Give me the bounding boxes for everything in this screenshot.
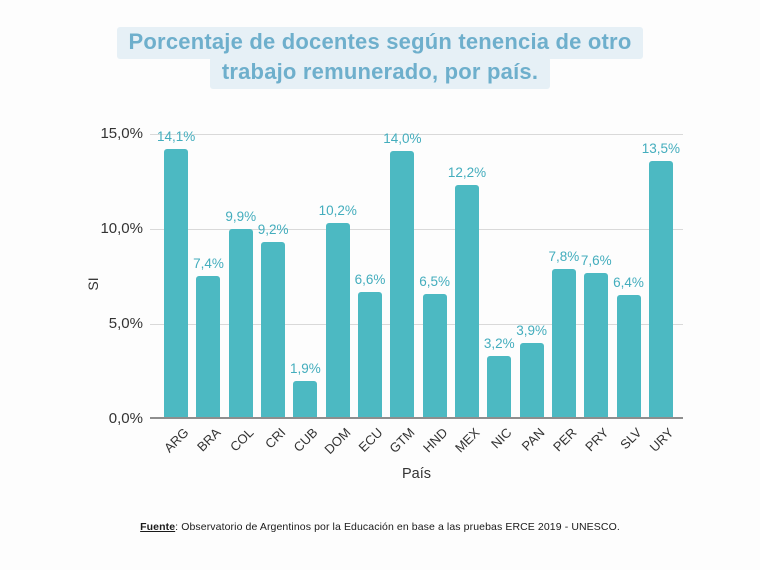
bars-container: 14,1% 7,4% 9,9% 9,2% 1,9% 10,2% 6,6% 14,0% 6,5% 1… (157, 129, 680, 417)
bar-hnd (422, 293, 447, 417)
bar-arg (164, 149, 189, 417)
chart-title-line-1-wrap: Porcentaje de docentes según tenencia de… (0, 27, 760, 59)
bar-dom (325, 223, 350, 417)
bar-slot-hnd: 6,5% (419, 134, 451, 417)
bar-slot-mex: 12,2% (447, 134, 487, 417)
bar-pry (584, 272, 609, 417)
bar-gtm (390, 151, 415, 417)
bar-slot-pry: 7,6% (580, 134, 612, 417)
y-tick-label-15: 15,0% (100, 125, 143, 142)
bar-slot-per: 7,8% (548, 134, 580, 417)
chart-title-line-2-wrap: trabajo remunerado, por país. (0, 57, 760, 89)
bar-value-label-dom: 10,2% (318, 203, 357, 219)
bar-value-label-cub: 1,9% (290, 360, 321, 376)
y-tick-label-10: 10,0% (100, 220, 143, 237)
bar-slv (616, 295, 641, 417)
gridline-15 (150, 134, 683, 135)
bar-value-label-slv: 6,4% (613, 275, 644, 291)
bar-value-label-gtm: 14,0% (383, 131, 422, 146)
gridline-5 (150, 324, 683, 325)
gridline-10 (150, 229, 683, 230)
bar-value-label-ecu: 6,6% (354, 271, 386, 287)
bar-cub (293, 380, 318, 417)
bar-value-label-ury: 13,5% (641, 140, 680, 156)
bar-value-label-pry: 7,6% (580, 252, 612, 268)
chart-title: Porcentaje de docentes según tenencia de… (0, 27, 760, 89)
source-note: Fuente: Observatorio de Argentinos por l… (0, 521, 760, 533)
bar-value-label-mex: 12,2% (447, 165, 487, 181)
bar-value-label-hnd: 6,5% (419, 273, 451, 289)
source-text: : Observatorio de Argentinos por la Educ… (175, 521, 620, 533)
plot-area: 14,1% 7,4% 9,9% 9,2% 1,9% 10,2% 6,6% 14,0% 6,5% 1… (150, 129, 683, 419)
bar-col (228, 228, 253, 417)
bar-value-label-per: 7,8% (548, 248, 580, 264)
bar-value-label-pan: 3,9% (516, 322, 547, 338)
bar-slot-gtm: 14,0% (383, 131, 422, 417)
bar-slot-pan: 3,9% (515, 134, 547, 417)
bar-slot-col: 9,9% (225, 134, 257, 417)
bar-value-label-nic: 3,2% (483, 336, 515, 352)
bar-value-label-cri: 9,2% (257, 222, 289, 238)
bar-value-label-bra: 7,4% (193, 256, 224, 272)
source-label: Fuente (140, 521, 176, 533)
bar-bra (196, 276, 221, 417)
bar-ury (648, 160, 673, 417)
bar-cri (261, 242, 286, 417)
bar-slot-nic: 3,2% (483, 134, 515, 417)
chart-title-line-1: Porcentaje de docentes según tenencia de… (116, 27, 644, 59)
bar-pan (519, 342, 544, 417)
bar-slot-slv: 6,4% (612, 134, 644, 417)
bar-per (551, 268, 576, 417)
y-tick-label-5: 5,0% (108, 315, 143, 332)
bar-slot-cub: 1,9% (289, 134, 321, 417)
bar-slot-ury: 13,5% (641, 134, 680, 417)
bar-slot-cri: 9,2% (257, 134, 289, 417)
bar-slot-bra: 7,4% (192, 134, 224, 417)
x-axis-title: País (401, 466, 431, 482)
bar-slot-dom: 10,2% (318, 134, 357, 417)
y-tick-label-0: 0,0% (108, 410, 143, 427)
bar-ecu (358, 291, 383, 417)
bar-value-label-col: 9,9% (225, 208, 257, 224)
bar-slot-arg: 14,1% (157, 129, 195, 417)
y-axis-title: SI (85, 277, 101, 291)
bar-value-label-arg: 14,1% (157, 129, 196, 145)
bar-nic (487, 356, 512, 417)
bar-slot-ecu: 6,6% (354, 134, 386, 417)
bar-mex (454, 185, 479, 417)
chart-title-line-2: trabajo remunerado, por país. (209, 57, 551, 89)
